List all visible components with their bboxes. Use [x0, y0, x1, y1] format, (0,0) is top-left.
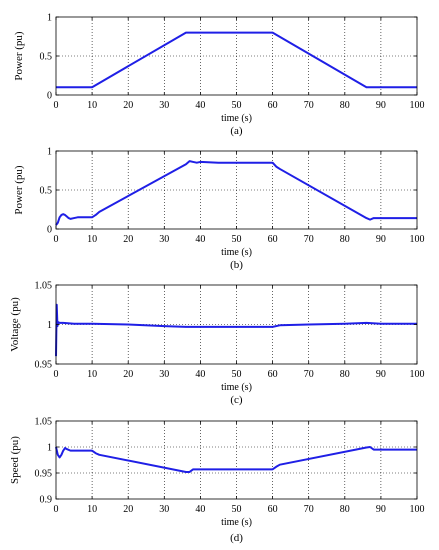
x-tick-label: 30 [159, 100, 169, 111]
x-tick-label: 70 [304, 234, 314, 245]
series-line [56, 31, 417, 89]
x-tick-label: 40 [195, 369, 205, 380]
y-tick-label: 1 [47, 147, 52, 158]
x-tick-label: 30 [159, 504, 169, 515]
x-axis-label: time (s) [221, 517, 252, 528]
y-tick-label: 0.5 [40, 52, 53, 63]
y-tick-label: 0 [47, 225, 52, 236]
chart-panel-3: 0 10 20 30 40 50 60 70 80 90 100 0.95 1 1.05 time (s) V… [9, 281, 425, 407]
chart-panel-1: 0 10 20 30 40 50 60 70 80 90 100 0 0.5 1 time (s) Power… [13, 13, 425, 138]
x-tick-label: 40 [195, 504, 205, 515]
x-axis-label: time (s) [221, 382, 252, 393]
x-tick-label: 80 [340, 504, 350, 515]
x-tick-label: 10 [87, 504, 97, 515]
x-tick-label: 10 [87, 369, 97, 380]
x-tick-label: 30 [159, 369, 169, 380]
x-tick-label: 100 [410, 504, 425, 515]
x-tick-label: 70 [304, 369, 314, 380]
y-axis-label: Power (pu) [13, 165, 25, 215]
series-line [55, 303, 417, 357]
x-tick-label: 40 [195, 100, 205, 111]
x-tick-label: 40 [195, 234, 205, 245]
x-tick-label: 60 [268, 369, 278, 380]
panel-caption: (b) [230, 259, 243, 271]
chart-panel-2: 0 10 20 30 40 50 60 70 80 90 100 0 0.5 1 time (s) Power… [13, 147, 425, 272]
x-tick-label: 90 [376, 504, 386, 515]
x-tick-label: 0 [54, 234, 59, 245]
x-tick-label: 20 [123, 100, 133, 111]
x-tick-label: 90 [376, 100, 386, 111]
y-tick-label: 0 [47, 91, 52, 102]
y-tick-label: 1 [47, 320, 52, 331]
x-axis-label: time (s) [221, 113, 252, 124]
y-tick-label: 0.5 [40, 186, 53, 197]
x-tick-label: 60 [268, 234, 278, 245]
x-tick-label: 60 [268, 504, 278, 515]
x-tick-label: 50 [232, 369, 242, 380]
x-tick-label: 80 [340, 369, 350, 380]
y-tick-label: 0.9 [40, 495, 53, 506]
x-tick-label: 80 [340, 100, 350, 111]
series-line [55, 446, 417, 473]
x-tick-label: 50 [232, 504, 242, 515]
x-tick-label: 10 [87, 234, 97, 245]
y-axis-label: Speed (pu) [9, 436, 21, 484]
x-tick-label: 0 [54, 100, 59, 111]
x-tick-label: 50 [232, 100, 242, 111]
panel-caption: (d) [230, 532, 243, 544]
x-tick-label: 20 [123, 504, 133, 515]
y-axis-label: Power (pu) [13, 31, 25, 81]
x-tick-label: 100 [410, 100, 425, 111]
x-tick-label: 100 [410, 234, 425, 245]
x-tick-label: 90 [376, 369, 386, 380]
x-tick-label: 0 [54, 369, 59, 380]
y-tick-label: 1.05 [35, 417, 53, 428]
x-tick-label: 70 [304, 100, 314, 111]
y-tick-label: 0.95 [35, 469, 53, 480]
x-tick-label: 10 [87, 100, 97, 111]
chart-panel-4: 0 10 20 30 40 50 60 70 80 90 100 0.9 0.95 1 1.05 time (… [9, 417, 425, 545]
x-tick-label: 90 [376, 234, 386, 245]
y-tick-label: 1 [47, 443, 52, 454]
panel-caption: (a) [230, 125, 243, 137]
x-tick-label: 50 [232, 234, 242, 245]
series-line [55, 160, 417, 226]
x-tick-label: 30 [159, 234, 169, 245]
x-tick-label: 100 [410, 369, 425, 380]
y-axis-label: Voltage (pu) [9, 297, 21, 352]
x-tick-label: 70 [304, 504, 314, 515]
y-tick-label: 0.95 [35, 360, 53, 371]
x-axis-label: time (s) [221, 247, 252, 258]
x-tick-label: 0 [54, 504, 59, 515]
y-tick-label: 1 [47, 13, 52, 24]
x-tick-label: 20 [123, 234, 133, 245]
x-tick-label: 20 [123, 369, 133, 380]
x-tick-label: 60 [268, 100, 278, 111]
panel-caption: (c) [230, 394, 243, 406]
x-tick-label: 80 [340, 234, 350, 245]
y-tick-label: 1.05 [35, 281, 53, 292]
